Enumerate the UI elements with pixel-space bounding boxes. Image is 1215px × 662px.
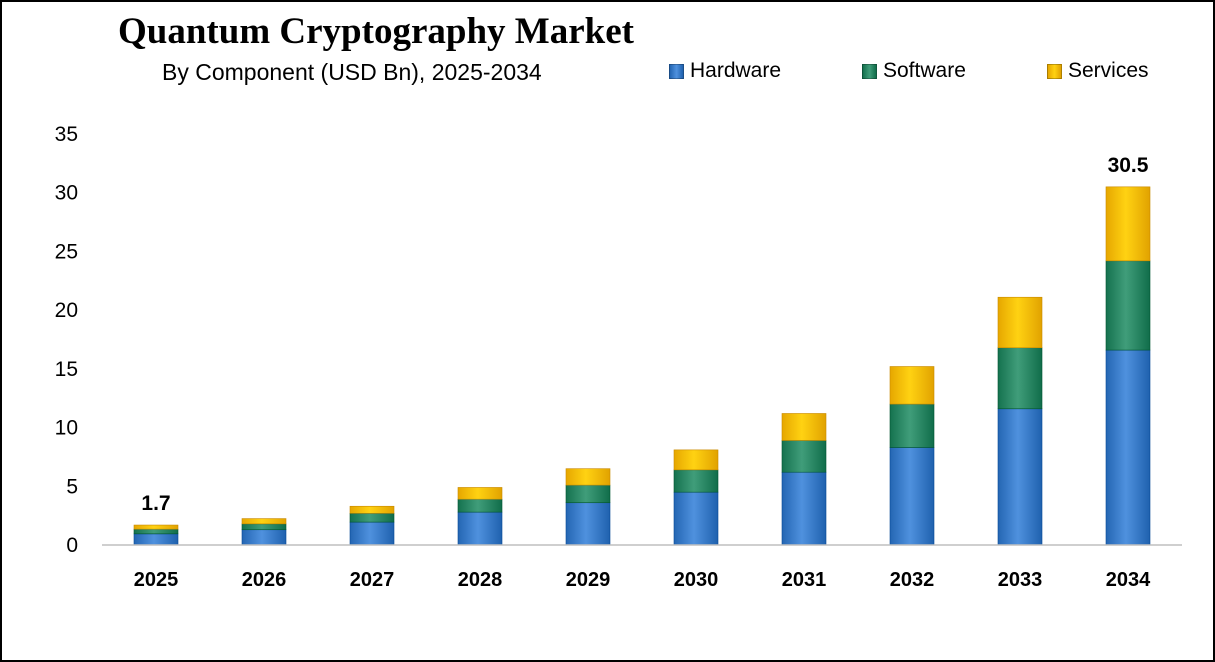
chart-subtitle: By Component (USD Bn), 2025-2034 [162,59,542,85]
legend-label-software: Software [883,59,966,82]
legend-label-hardware: Hardware [690,59,782,82]
bar-segment-services [133,524,179,530]
bar-stack [997,296,1043,546]
data-labels: 1.7 30.5 [141,154,1148,515]
x-tick-label: 2029 [566,569,611,591]
bar-stack [1105,186,1151,546]
bar-segment-hardware [781,471,827,546]
x-tick-label: 2033 [998,569,1043,591]
bar-stack [889,366,935,546]
x-tick-label: 2030 [674,569,719,591]
bar-segment-hardware [1105,349,1151,546]
bar-segment-services [1105,186,1151,262]
bar-segment-software [241,523,287,531]
legend-item-hardware: Hardware [669,58,781,84]
bar-segment-hardware [349,521,395,546]
bar-segment-hardware [241,529,287,546]
bar-segment-hardware [889,447,935,546]
y-tick-label: 15 [55,358,78,381]
x-axis: 2025 2026 2027 2028 2029 2030 2031 2032 2033 2034 [134,569,1151,591]
y-tick-label: 5 [66,475,78,498]
bar-segment-services [349,505,395,514]
chart-title: Quantum Cryptography Market [118,11,634,52]
y-axis: 0 5 10 15 20 25 30 35 [55,123,78,557]
y-tick-label: 0 [66,534,78,557]
bars [133,186,1151,546]
x-tick-label: 2034 [1106,569,1151,591]
bar-segment-services [781,413,827,441]
legend-item-services: Services [1047,58,1149,84]
bar-segment-services [457,487,503,500]
bar-segment-software [133,528,179,535]
bar-segment-software [457,498,503,513]
bar-stack [781,413,827,546]
y-tick-label: 35 [55,123,78,146]
legend-label-services: Services [1068,59,1149,82]
x-tick-label: 2028 [458,569,503,591]
bar-segment-hardware [673,491,719,546]
bar-stack [457,487,503,546]
x-tick-label: 2026 [242,569,287,591]
y-tick-label: 10 [55,417,78,440]
x-tick-label: 2027 [350,569,395,591]
bar-segment-software [1105,260,1151,351]
bar-stack [565,468,611,546]
bar-stack [349,505,395,546]
bar-segment-software [889,403,935,448]
bar-segment-services [997,296,1043,349]
bar-segment-hardware [133,533,179,546]
y-tick-label: 25 [55,240,78,263]
bar-segment-services [673,449,719,471]
legend-swatch-services [1047,63,1062,79]
bar-segment-software [349,512,395,523]
x-tick-label: 2025 [134,569,179,591]
y-tick-label: 20 [55,299,78,322]
bar-segment-services [889,366,935,405]
legend-swatch-hardware [669,63,684,79]
bar-segment-software [565,484,611,504]
legend-swatch-software [862,63,877,79]
y-tick-label: 30 [55,182,78,205]
x-tick-label: 2031 [782,569,827,591]
bar-segment-hardware [997,408,1043,546]
x-tick-label: 2032 [890,569,935,591]
bar-segment-software [781,440,827,473]
bar-segment-software [673,469,719,493]
bar-segment-services [565,468,611,486]
legend-item-software: Software [862,58,966,84]
data-label: 1.7 [141,492,170,515]
bar-stack [673,449,719,546]
bar-segment-services [241,518,287,525]
bar-segment-hardware [457,511,503,546]
bar-stack [133,524,179,546]
bar-stack [241,518,287,546]
bar-segment-hardware [565,502,611,546]
data-label: 30.5 [1108,154,1149,177]
bar-segment-software [997,347,1043,410]
